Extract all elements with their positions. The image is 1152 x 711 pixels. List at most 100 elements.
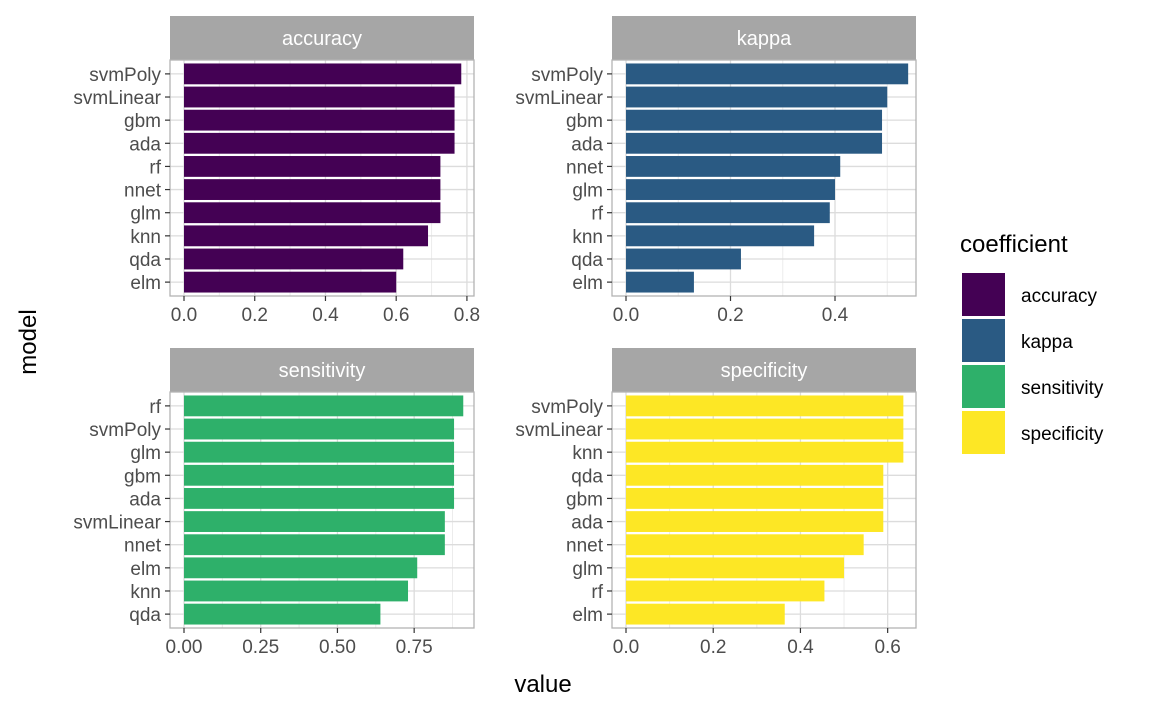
bar-svmpoly [184,63,462,85]
y-tick-label: glm [130,443,161,464]
legend-item-kappa: kappa [962,319,1073,362]
y-tick-label: gbm [566,489,603,510]
bar-nnet [626,156,841,177]
panel-strip [170,16,474,60]
y-tick-label: gbm [124,111,161,132]
legend-label: sensitivity [1021,378,1104,399]
x-tick-label: 0.0 [613,637,639,658]
bar-qda [184,603,381,625]
y-tick-label: elm [572,605,603,626]
bar-rf [626,202,830,224]
bar-knn [626,225,815,247]
bar-glm [626,179,836,200]
legend-swatch [962,319,1005,362]
legend-label: accuracy [1021,286,1098,307]
bar-qda [626,248,741,270]
bar-rf [626,580,825,602]
bar-gbm [184,464,455,486]
legend-swatch [962,273,1005,316]
bar-svmpoly [184,418,455,440]
y-tick-label: ada [571,513,603,534]
y-tick-label: elm [572,273,603,294]
legend-swatch [962,411,1005,454]
panel-border [169,391,475,629]
bar-elm [184,557,418,579]
y-tick-label: glm [130,204,161,225]
bar-ada [184,488,455,509]
y-tick-label: qda [571,250,603,271]
y-tick-label: knn [130,227,161,248]
bar-gbm [626,488,884,509]
y-tick-label: glm [572,181,603,202]
y-tick-label: qda [571,466,603,487]
x-tick-label: 0.2 [242,305,268,326]
y-tick-label: ada [129,489,161,510]
bar-svmlinear [184,86,455,108]
y-tick-label: svmLinear [73,88,161,109]
chart-panels: accuracysvmPolysvmLineargbmadarfnnetglmk… [73,16,917,658]
y-tick-label: glm [572,559,603,580]
panel-border [611,59,917,297]
panel-strip-label: accuracy [282,28,362,50]
panel-strip-label: sensitivity [279,360,366,382]
panel-strip [612,16,916,60]
y-tick-label: svmPoly [89,65,161,86]
y-tick-label: rf [149,397,161,418]
x-tick-label: 0.0 [171,305,197,326]
bar-rf [184,156,441,177]
y-axis-title: model [15,309,42,374]
bar-qda [184,248,404,270]
legend-item-specificity: specificity [962,411,1104,454]
panel-strip-label: kappa [737,28,792,50]
bar-svmpoly [626,63,909,85]
y-tick-label: svmPoly [531,397,603,418]
bar-glm [184,441,455,463]
y-tick-label: svmPoly [531,65,603,86]
y-tick-label: svmLinear [515,420,603,441]
bar-gbm [626,109,883,131]
y-tick-label: qda [129,250,161,271]
x-tick-label: 0.8 [454,305,480,326]
bar-elm [184,271,397,293]
y-tick-label: gbm [566,111,603,132]
y-tick-label: nnet [124,536,162,557]
y-tick-label: nnet [124,181,162,202]
legend-item-accuracy: accuracy [962,273,1098,316]
bar-elm [626,603,785,625]
bar-ada [626,132,883,154]
bar-ada [184,132,455,154]
y-tick-label: knn [572,443,603,464]
panel-strip [170,348,474,392]
panel-border [611,391,917,629]
y-tick-label: rf [591,582,603,603]
x-tick-label: 0.4 [312,305,339,326]
bar-knn [626,441,904,463]
y-tick-label: rf [591,204,603,225]
bar-elm [626,271,694,293]
y-tick-label: svmPoly [89,420,161,441]
y-tick-label: elm [130,273,161,294]
legend-label: kappa [1021,332,1073,353]
panel-strip [612,348,916,392]
bar-gbm [184,109,455,131]
x-tick-label: 0.4 [822,305,849,326]
bar-rf [184,395,464,417]
y-tick-label: knn [130,582,161,603]
legend: coefficient accuracy kappa sensitivity spec… [960,231,1104,454]
bar-knn [184,580,409,602]
legend-swatch [962,365,1005,408]
y-tick-label: nnet [566,157,604,178]
y-tick-label: elm [130,559,161,580]
bar-nnet [184,179,441,200]
x-tick-label: 0.25 [242,637,279,658]
x-tick-label: 0.2 [700,637,726,658]
bar-glm [184,202,441,224]
bar-nnet [626,534,864,556]
panel-strip-label: specificity [721,360,808,382]
legend-title: coefficient [960,231,1068,258]
x-axis-title: value [514,671,571,698]
